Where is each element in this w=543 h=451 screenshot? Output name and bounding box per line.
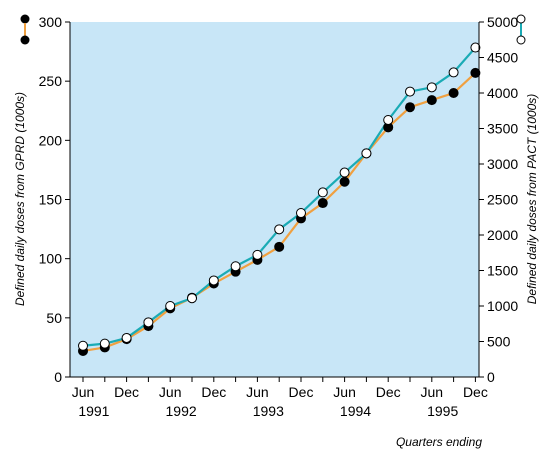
y-right-tick-label: 3500 <box>487 121 518 137</box>
y-right-tick-label: 2000 <box>487 227 518 243</box>
data-point-pact <box>317 187 328 198</box>
data-point-gprd <box>383 122 394 133</box>
legend-right-pact <box>516 14 526 45</box>
x-tick-label: Dec <box>201 384 226 400</box>
data-point-pact <box>121 332 132 343</box>
y-right-tick-label: 0 <box>487 369 495 385</box>
data-point-pact <box>296 207 306 218</box>
data-point-pact <box>470 42 481 53</box>
y-right-tick-label: 1500 <box>487 263 518 279</box>
data-point-gprd <box>274 241 285 252</box>
y-left-axis-label: Defined daily doses from GPRD (1000s) <box>13 92 27 306</box>
x-tick-label: Jun <box>159 384 182 400</box>
y-right-tick-label: 4500 <box>487 50 518 66</box>
x-year-label: 1993 <box>253 403 284 419</box>
data-point-pact <box>208 275 219 286</box>
y-right-tick-label: 4000 <box>487 85 518 101</box>
data-point-pact <box>143 317 154 328</box>
y-left-tick-label: 150 <box>39 192 63 208</box>
data-point-pact <box>252 249 263 260</box>
data-point-pact <box>187 293 197 304</box>
data-point-pact <box>405 86 415 97</box>
y-left-tick-label: 200 <box>39 132 63 148</box>
data-point-pact <box>339 167 350 178</box>
x-year-label: 1994 <box>340 403 371 419</box>
y-left-tick-label: 50 <box>46 310 62 326</box>
data-point-gprd <box>405 102 415 113</box>
y-right-tick-label: 3000 <box>487 156 518 172</box>
x-tick-label: Jun <box>72 384 95 400</box>
y-right-tick-label: 2500 <box>487 192 518 208</box>
data-point-pact <box>99 338 110 349</box>
x-tick-label: Jun <box>333 384 356 400</box>
data-point-gprd <box>339 176 350 187</box>
legend-pact-marker-top <box>516 14 526 24</box>
data-point-pact <box>426 82 437 93</box>
data-point-pact <box>78 340 88 351</box>
data-point-gprd <box>470 67 481 78</box>
y-right-tick-label: 1000 <box>487 298 518 314</box>
data-point-gprd <box>448 88 459 98</box>
legend-gprd-marker-top <box>20 14 30 24</box>
legend-left-gprd <box>20 14 30 45</box>
x-tick-label: Dec <box>376 384 401 400</box>
y-right-tick-label: 500 <box>487 334 511 350</box>
y-right-tick-label: 5000 <box>487 14 518 30</box>
legend-gprd-marker-bottom <box>20 35 30 45</box>
x-axis-label: Quarters ending <box>396 435 482 449</box>
data-point-pact <box>230 261 241 272</box>
legend-pact-marker-bottom <box>516 35 526 45</box>
x-year-label: 1991 <box>78 403 109 419</box>
data-point-pact <box>274 224 285 235</box>
y-left-tick-label: 0 <box>54 369 62 385</box>
x-year-label: 1992 <box>166 403 197 419</box>
data-point-pact <box>448 67 459 78</box>
y-right-axis-label: Defined daily doses from PACT (1000s) <box>525 94 539 305</box>
x-tick-label: Dec <box>463 384 488 400</box>
y-left-tick-label: 100 <box>39 251 63 267</box>
y-left-tick-label: 250 <box>39 73 63 89</box>
plot-background <box>70 22 479 377</box>
y-left-tick-label: 300 <box>39 14 63 30</box>
x-tick-label: Jun <box>246 384 269 400</box>
x-tick-label: Dec <box>289 384 314 400</box>
data-point-pact <box>383 114 394 125</box>
data-point-gprd <box>317 198 328 209</box>
data-point-gprd <box>426 95 437 106</box>
data-point-pact <box>361 148 372 159</box>
x-tick-label: Jun <box>421 384 444 400</box>
x-tick-label: Dec <box>114 384 139 400</box>
x-year-label: 1995 <box>427 403 458 419</box>
data-point-pact <box>165 301 176 311</box>
